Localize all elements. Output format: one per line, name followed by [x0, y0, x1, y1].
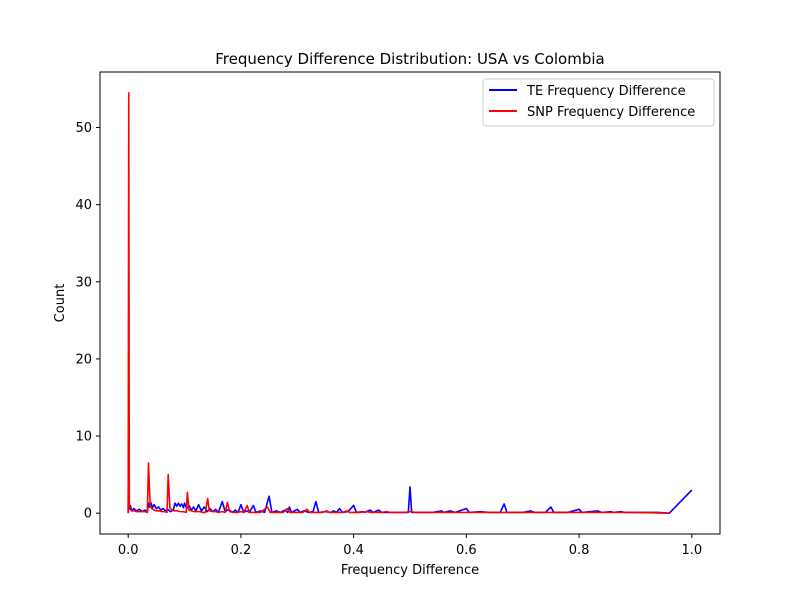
plot-frame	[99, 71, 721, 535]
y-axis-label: Count	[53, 284, 68, 323]
legend-label-snp: SNP Frequency Difference	[527, 105, 695, 120]
x-tick-label: 0.4	[343, 543, 364, 558]
y-axis-ticks: 0 10 20 30 40 50	[75, 121, 100, 522]
x-tick-label: 0.6	[456, 543, 477, 558]
series-line-snp	[127, 92, 670, 514]
y-tick-label: 20	[75, 352, 92, 367]
legend: TE Frequency Difference SNP Frequency Di…	[482, 78, 715, 127]
x-tick-label: 1.0	[681, 543, 702, 558]
series-layer	[127, 92, 693, 514]
legend-box	[482, 78, 715, 127]
y-tick-label: 10	[75, 430, 92, 445]
y-tick-label: 40	[75, 198, 92, 213]
legend-label-te: TE Frequency Difference	[526, 84, 686, 99]
x-tick-label: 0.8	[569, 543, 590, 558]
chart-title: Frequency Difference Distribution: USA v…	[215, 50, 604, 68]
y-tick-label: 30	[75, 275, 92, 290]
x-axis-ticks: 0.0 0.2 0.4 0.6 0.8 1.0	[118, 534, 702, 558]
x-tick-label: 0.2	[231, 543, 252, 558]
x-axis-label: Frequency Difference	[341, 563, 479, 578]
y-tick-label: 50	[75, 121, 92, 136]
x-tick-label: 0.0	[118, 543, 139, 558]
y-tick-label: 0	[84, 507, 92, 522]
